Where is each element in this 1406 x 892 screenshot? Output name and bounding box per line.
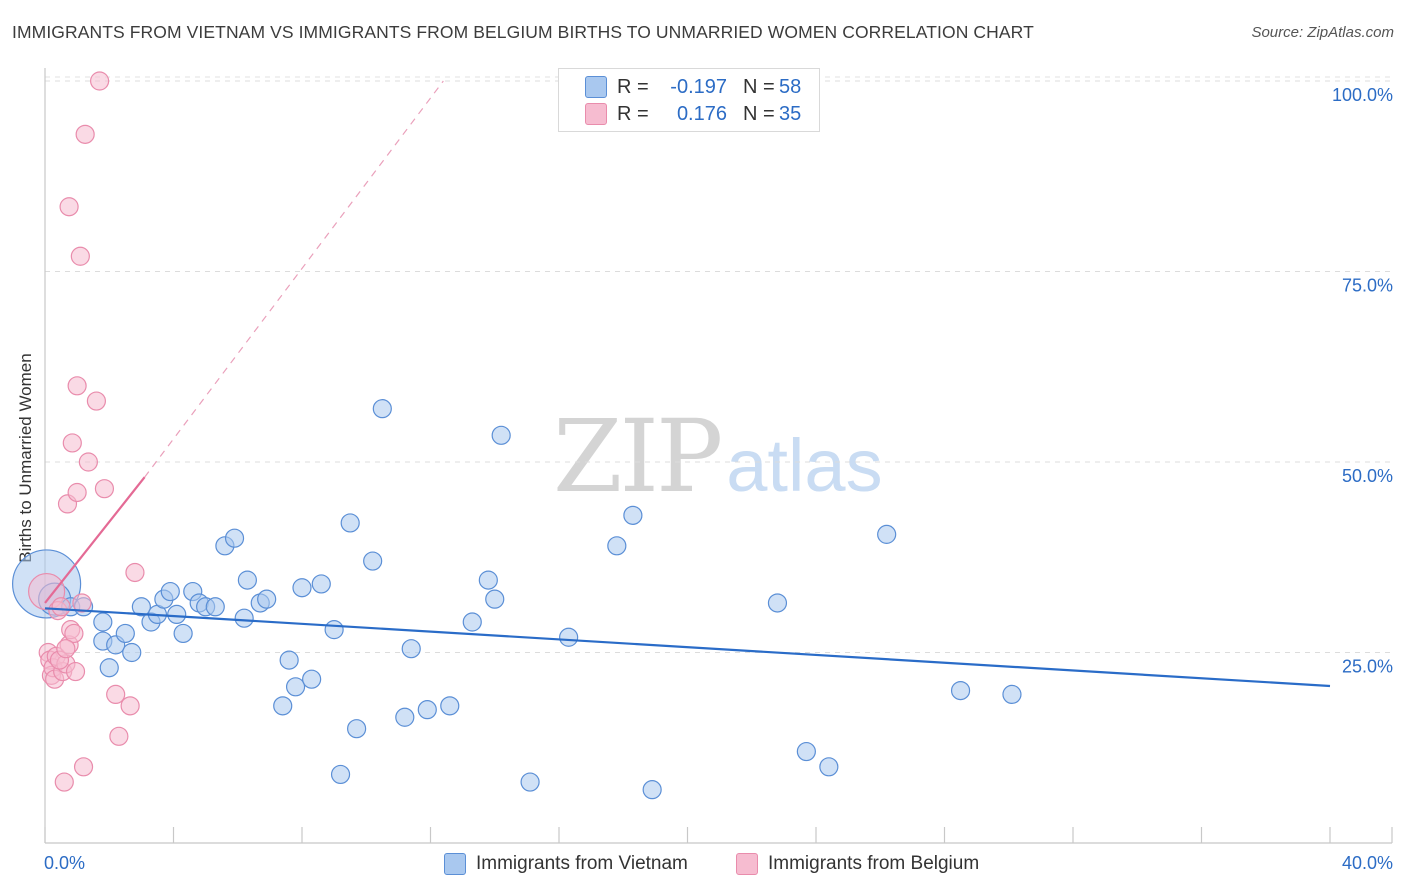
- r-label: R =: [617, 102, 649, 125]
- x-tick-label: 0.0%: [44, 853, 85, 873]
- vietnam-point: [311, 574, 331, 594]
- vietnam-point: [99, 658, 119, 678]
- vietnam-legend-swatch: [444, 853, 466, 875]
- vietnam-point: [623, 505, 643, 525]
- belgium-legend-swatch: [736, 853, 758, 875]
- vietnam-point: [257, 589, 277, 609]
- y-tick-label: 75.0%: [1342, 276, 1393, 296]
- belgium-point: [64, 623, 84, 644]
- vietnam-point: [122, 642, 142, 663]
- r-value: -0.197: [670, 75, 727, 98]
- vietnam-point: [559, 627, 579, 647]
- chart-title: IMMIGRANTS FROM VIETNAM VS IMMIGRANTS FR…: [12, 22, 1034, 42]
- r-value: 0.176: [676, 102, 727, 125]
- belgium-point: [67, 482, 87, 503]
- belgium-point: [109, 726, 129, 746]
- vietnam-point: [292, 578, 312, 598]
- stats-legend-row-belgium: R = 0.176 N = 35: [585, 101, 801, 127]
- x-tick-label: 40.0%: [1342, 853, 1393, 873]
- vietnam-point: [115, 623, 135, 644]
- vietnam-legend-label: Immigrants from Vietnam: [476, 853, 688, 874]
- belgium-point: [59, 197, 79, 217]
- belgium-point: [65, 661, 86, 682]
- vietnam-point: [347, 719, 367, 739]
- vietnam-point: [273, 696, 293, 716]
- vietnam-point: [205, 597, 225, 617]
- vietnam-point: [372, 399, 392, 419]
- belgium-trend-line: [44, 476, 146, 604]
- belgium-point: [73, 757, 94, 777]
- belgium-point: [120, 696, 140, 716]
- vietnam-point: [1002, 684, 1022, 705]
- vietnam-point: [417, 700, 437, 720]
- vietnam-point: [607, 536, 627, 556]
- vietnam-point: [131, 597, 151, 617]
- stats-legend: R = -0.197 N = 58 R = 0.176 N = 35: [558, 68, 820, 132]
- vietnam-point: [401, 639, 421, 659]
- belgium-point: [67, 376, 87, 396]
- belgium-legend-label: Immigrants from Belgium: [768, 853, 980, 874]
- vietnam-point: [330, 764, 351, 785]
- vietnam-point: [285, 677, 306, 697]
- vietnam-trend-line: [44, 607, 1331, 688]
- vietnam-point: [877, 524, 897, 544]
- vietnam-point: [491, 425, 511, 445]
- y-tick-label: 50.0%: [1342, 466, 1393, 486]
- belgium-point: [78, 452, 98, 472]
- vietnam-point: [173, 623, 193, 644]
- belgium-point: [70, 246, 90, 266]
- legend-item-belgium[interactable]: Immigrants from Belgium: [736, 852, 979, 876]
- vietnam-point: [950, 680, 971, 701]
- vietnam-point: [167, 604, 187, 625]
- vietnam-point: [279, 650, 299, 670]
- vietnam-point: [237, 570, 257, 590]
- vietnam-point: [234, 608, 254, 628]
- legend-item-vietnam[interactable]: Immigrants from Vietnam: [444, 852, 688, 876]
- vietnam-point: [395, 707, 415, 727]
- vietnam-point: [485, 589, 505, 609]
- y-tick-label: 25.0%: [1342, 657, 1393, 677]
- vietnam-point: [340, 513, 360, 533]
- belgium-point: [72, 593, 92, 613]
- vietnam-point: [796, 741, 816, 762]
- vietnam-point: [324, 620, 344, 640]
- belgium-point: [106, 684, 126, 705]
- vietnam-point: [478, 570, 498, 590]
- r-label: R =: [617, 75, 649, 98]
- vietnam-point: [642, 780, 662, 800]
- belgium-point: [54, 772, 74, 792]
- y-tick-label: 100.0%: [1332, 85, 1393, 105]
- vietnam-point: [160, 581, 180, 602]
- n-label: N =: [743, 75, 775, 98]
- stats-legend-row-vietnam: R = -0.197 N = 58: [585, 74, 801, 100]
- vietnam-swatch: [585, 76, 607, 98]
- n-value: 35: [779, 102, 802, 125]
- belgium-swatch: [585, 103, 607, 125]
- belgium-trend-extension: [144, 80, 444, 478]
- vietnam-point: [224, 528, 245, 548]
- belgium-point: [51, 597, 71, 617]
- source-credit: Source: ZipAtlas.com: [1251, 24, 1394, 41]
- vietnam-point: [767, 593, 788, 613]
- belgium-point: [90, 71, 110, 91]
- n-label: N =: [743, 102, 775, 125]
- vietnam-point: [819, 757, 839, 777]
- vietnam-point: [302, 669, 322, 689]
- n-value: 58: [779, 75, 802, 98]
- belgium-point: [125, 562, 145, 583]
- vietnam-point: [363, 551, 383, 571]
- belgium-point: [75, 124, 95, 144]
- vietnam-point: [462, 612, 482, 632]
- vietnam-point: [93, 612, 113, 632]
- vietnam-point: [440, 696, 460, 716]
- belgium-point: [56, 639, 76, 659]
- vietnam-point: [520, 772, 540, 792]
- belgium-point: [62, 433, 82, 453]
- belgium-point: [94, 479, 115, 499]
- belgium-point: [86, 391, 107, 411]
